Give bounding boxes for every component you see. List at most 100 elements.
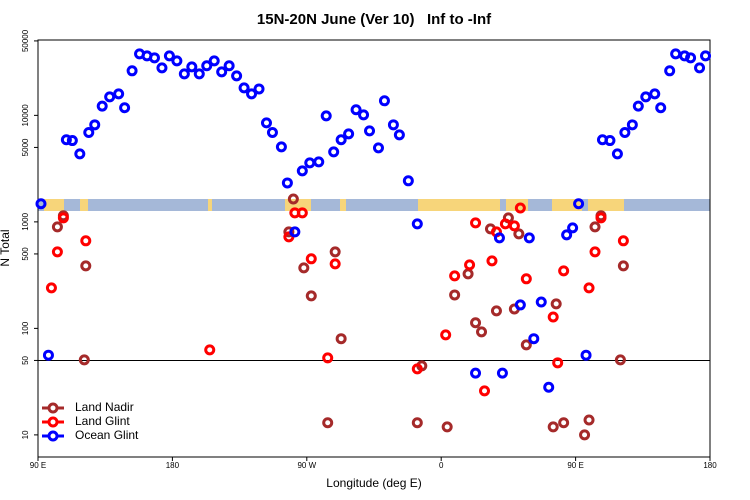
point — [479, 385, 491, 397]
point — [640, 91, 652, 103]
point — [208, 55, 220, 67]
point — [364, 125, 376, 137]
point — [322, 417, 334, 429]
point — [626, 119, 638, 131]
y-tick-label: 500 — [21, 247, 30, 261]
y-tick-label: 10000 — [21, 104, 30, 127]
point — [402, 175, 414, 187]
point — [313, 156, 325, 168]
point — [298, 262, 310, 274]
point — [490, 305, 502, 317]
legend-marker — [47, 416, 59, 428]
point — [253, 83, 265, 95]
point — [462, 268, 474, 280]
point — [80, 235, 92, 247]
x-tick-label: 90 W — [297, 461, 316, 470]
point — [358, 109, 370, 121]
x-tick-label: 90 E — [30, 461, 46, 470]
point — [186, 61, 198, 73]
point — [378, 95, 390, 107]
point — [320, 110, 332, 122]
point — [573, 198, 585, 210]
point — [528, 333, 540, 345]
point — [322, 352, 334, 364]
point — [305, 290, 317, 302]
point — [535, 296, 547, 308]
y-axis-label: N Total — [0, 229, 12, 266]
point — [508, 220, 520, 232]
y-tick-label: 100 — [21, 321, 30, 335]
point — [104, 91, 116, 103]
point — [51, 246, 63, 258]
point — [156, 62, 168, 74]
point — [520, 339, 532, 351]
point — [60, 134, 72, 146]
point — [470, 317, 482, 329]
x-tick-label: 180 — [166, 461, 180, 470]
point — [45, 282, 57, 294]
point — [476, 326, 488, 338]
point — [614, 354, 626, 366]
point — [558, 265, 570, 277]
legend-label: Land Nadir — [75, 400, 134, 414]
y-tick-label: 1000 — [21, 212, 30, 230]
point — [119, 102, 131, 114]
point — [335, 134, 347, 146]
point — [275, 141, 287, 153]
point — [51, 221, 63, 233]
point — [486, 255, 498, 267]
point — [329, 246, 341, 258]
point — [113, 88, 125, 100]
point — [561, 229, 573, 241]
point — [649, 88, 661, 100]
point — [296, 165, 308, 177]
point — [493, 232, 505, 244]
point — [632, 100, 644, 112]
chart-title: 15N-20N June (Ver 10) Inf to -Inf — [257, 11, 492, 28]
point — [441, 421, 453, 433]
point — [411, 417, 423, 429]
point — [617, 235, 629, 247]
y-tick-label: 50 — [21, 355, 30, 364]
point — [583, 414, 595, 426]
point — [305, 253, 317, 265]
point — [552, 357, 564, 369]
point — [514, 299, 526, 311]
point — [523, 232, 535, 244]
point — [204, 344, 216, 356]
point — [343, 128, 355, 140]
point — [464, 259, 476, 271]
point — [266, 127, 278, 139]
point — [335, 333, 347, 345]
point — [595, 212, 607, 224]
point — [496, 367, 508, 379]
point — [96, 100, 108, 112]
map-strip — [38, 199, 710, 211]
point — [78, 354, 90, 366]
point — [550, 298, 562, 310]
point — [470, 367, 482, 379]
x-tick-label: 90 E — [567, 461, 583, 470]
point — [372, 142, 384, 154]
point — [287, 193, 299, 205]
point — [281, 177, 293, 189]
point — [163, 50, 175, 62]
point — [514, 202, 526, 214]
point — [83, 127, 95, 139]
point — [499, 218, 511, 230]
point — [171, 55, 183, 67]
point — [655, 102, 667, 114]
point — [440, 329, 452, 341]
point — [589, 246, 601, 258]
point — [216, 66, 228, 78]
legend-label: Ocean Glint — [75, 428, 139, 442]
point — [449, 289, 461, 301]
point — [329, 258, 341, 270]
point — [387, 119, 399, 131]
point — [617, 260, 629, 272]
point — [558, 417, 570, 429]
point — [580, 349, 592, 361]
point — [89, 119, 101, 131]
